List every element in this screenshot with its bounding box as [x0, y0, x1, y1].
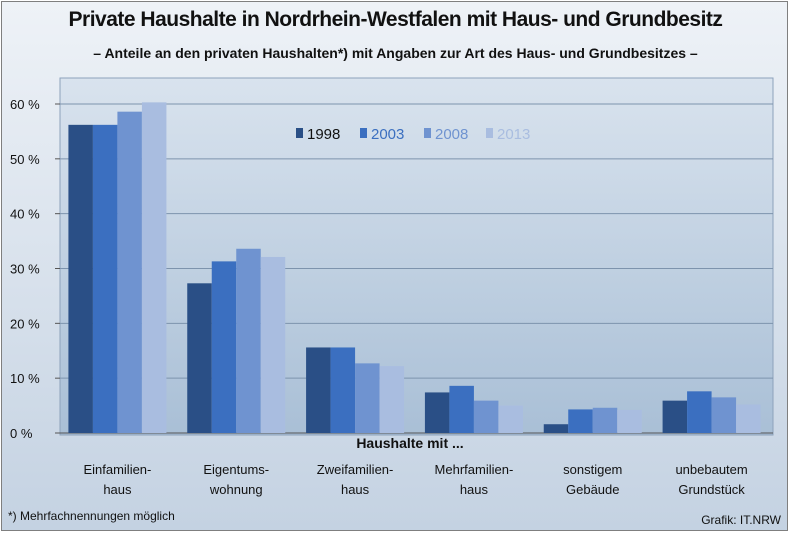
bar	[141, 102, 167, 433]
y-tick-label: 40 %	[10, 207, 40, 222]
bar	[662, 400, 688, 433]
bar	[736, 404, 761, 433]
y-tick-label: 20 %	[10, 316, 40, 331]
bar	[473, 400, 499, 433]
x-category-label: haus	[103, 482, 132, 497]
y-axis-ticks: 0 % 10 % 20 % 30 % 40 % 50 % 60 %	[10, 97, 60, 441]
plot-area	[59, 77, 774, 436]
x-category-label: haus	[341, 482, 370, 497]
bar	[355, 363, 380, 433]
x-category-label: wohnung	[209, 482, 263, 497]
legend-label: 2013	[497, 126, 530, 143]
x-category-label: sonstigem	[563, 462, 622, 477]
y-tick-label: 0 %	[10, 426, 33, 441]
bar	[498, 405, 523, 433]
bar	[68, 124, 93, 433]
legend-swatch	[486, 128, 493, 138]
x-category-label: haus	[460, 482, 489, 497]
gridlines	[60, 103, 773, 434]
chart-title: Private Haushalte in Nordrhein-Westfalen…	[68, 8, 723, 31]
y-tick-label: 30 %	[10, 262, 40, 277]
bar	[187, 283, 212, 433]
bar	[330, 347, 356, 433]
bar	[117, 111, 142, 433]
x-category-label: Zweifamilien-	[317, 462, 394, 477]
x-category-label: Grundstück	[678, 482, 745, 497]
bar	[92, 124, 118, 433]
x-category-label: Gebäude	[566, 482, 620, 497]
bar	[379, 366, 405, 433]
y-tick-label: 50 %	[10, 152, 40, 167]
x-axis-categories: Einfamilien-haus Eigentums-wohnung Zweifam…	[83, 462, 747, 497]
bar	[424, 392, 450, 433]
x-axis-label: Haushalte mit ...	[356, 435, 463, 451]
legend-label: 1998	[307, 126, 340, 143]
y-tick-label: 60 %	[10, 97, 40, 112]
legend-label: 2008	[435, 126, 468, 143]
x-category-label: Einfamilien-	[83, 462, 151, 477]
x-category-label: Eigentums-	[203, 462, 269, 477]
bar	[617, 409, 642, 433]
bar	[306, 347, 331, 433]
bar	[260, 256, 286, 433]
bar	[449, 385, 474, 433]
x-category-label: Mehrfamilien-	[435, 462, 514, 477]
legend-swatch	[424, 128, 431, 138]
bar	[211, 261, 237, 433]
legend-swatch	[296, 128, 303, 138]
legend: 1998 2003 2008 2013	[296, 126, 530, 143]
chart-subtitle: – Anteile an den privaten Haushalten*) m…	[93, 45, 698, 61]
legend-swatch	[360, 128, 367, 138]
bar	[687, 391, 712, 433]
x-category-label: unbebautem	[675, 462, 747, 477]
bar	[543, 424, 569, 433]
source-credit: Grafik: IT.NRW	[701, 513, 781, 527]
bar	[236, 248, 261, 433]
footnote: *) Mehrfachnennungen möglich	[8, 509, 175, 523]
bar	[592, 407, 618, 433]
legend-label: 2003	[371, 126, 404, 143]
bar	[568, 409, 593, 433]
bar	[711, 397, 737, 433]
y-tick-label: 10 %	[10, 371, 40, 386]
bars	[68, 102, 761, 433]
